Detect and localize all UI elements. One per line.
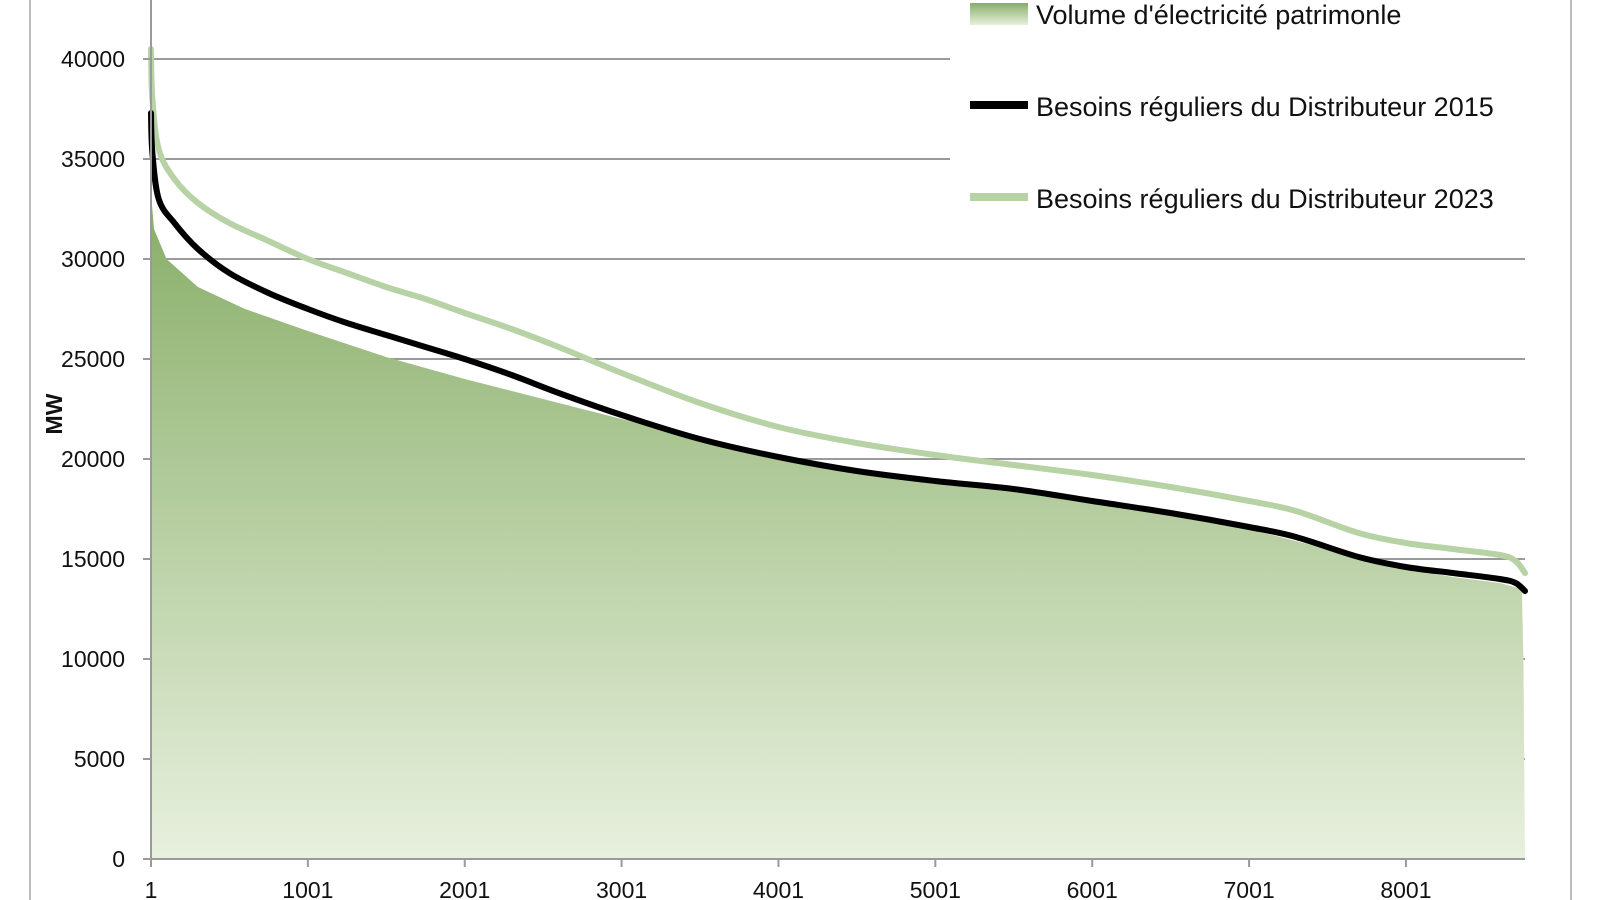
- x-tick-label-6001: 6001: [1067, 877, 1118, 900]
- x-tick-label-8001: 8001: [1380, 877, 1431, 900]
- line-besoins-2015: [148, 110, 1528, 594]
- line-besoins-2023: [148, 46, 1528, 576]
- legend-swatch-area: [970, 3, 1028, 25]
- legend-label-area: Volume d'électricité patrimonle: [1036, 0, 1401, 30]
- area-series: [151, 193, 1525, 859]
- y-tick-label-10000: 10000: [61, 646, 125, 672]
- legend-label-2015: Besoins réguliers du Distributeur 2015: [1036, 92, 1494, 122]
- y-tick-label-5000: 5000: [74, 746, 125, 772]
- y-tick-label-40000: 40000: [61, 46, 125, 72]
- y-tick-label-15000: 15000: [61, 546, 125, 572]
- x-tick-label-4001: 4001: [753, 877, 804, 900]
- y-tick-label-35000: 35000: [61, 146, 125, 172]
- y-tick-label-30000: 30000: [61, 246, 125, 272]
- x-tick-label-1001: 1001: [282, 877, 333, 900]
- y-tick-label-0: 0: [112, 846, 125, 872]
- legend-label-2023: Besoins réguliers du Distributeur 2023: [1036, 184, 1494, 214]
- x-tick-label-7001: 7001: [1223, 877, 1274, 900]
- x-tick-label-1: 1: [145, 877, 158, 900]
- area-volume-patrimonial: [151, 193, 1525, 859]
- x-tick-label-3001: 3001: [596, 877, 647, 900]
- tick-labels: 0 5000 10000 15000 20000 25000 30000 35000 40000…: [61, 46, 1431, 900]
- y-axis-label: MW: [41, 393, 67, 434]
- legend: Volume d'électricité patrimonle Besoins …: [970, 0, 1494, 214]
- x-tick-label-2001: 2001: [439, 877, 490, 900]
- y-tick-label-25000: 25000: [61, 346, 125, 372]
- y-tick-label-20000: 20000: [61, 446, 125, 472]
- x-tick-label-5001: 5001: [910, 877, 961, 900]
- axes: [143, 0, 1525, 867]
- line-series: [148, 46, 1528, 594]
- legend-background: [950, 0, 1550, 230]
